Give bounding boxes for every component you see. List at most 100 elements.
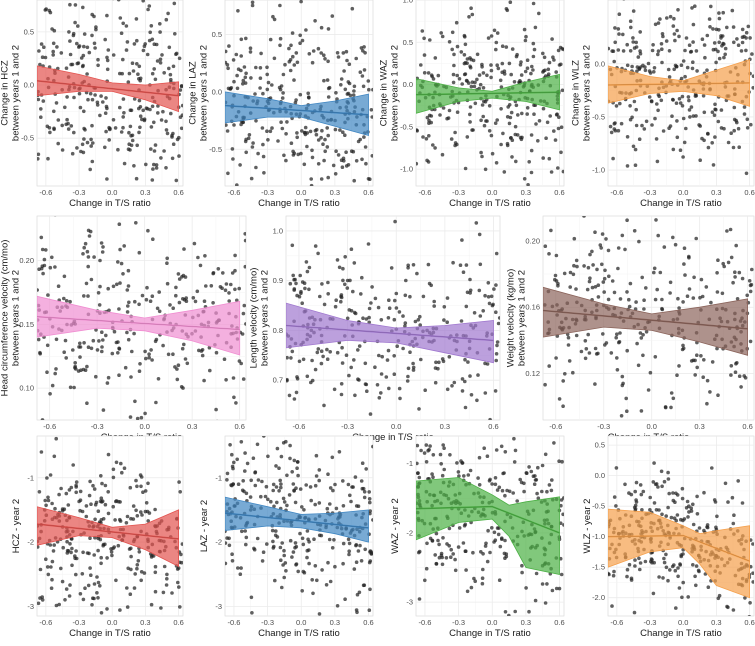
- data-point: [633, 489, 637, 494]
- data-point: [233, 287, 237, 292]
- data-point: [96, 63, 100, 68]
- data-point: [156, 104, 160, 108]
- data-point: [318, 294, 322, 299]
- data-point: [748, 283, 753, 288]
- data-point: [354, 159, 359, 163]
- data-point: [241, 479, 245, 483]
- data-point: [326, 59, 330, 64]
- data-point: [272, 504, 276, 509]
- data-point: [283, 561, 288, 565]
- y-tick-label: 0.20: [19, 256, 34, 265]
- confidence-band: [37, 295, 241, 356]
- data-point: [726, 500, 730, 504]
- data-point: [424, 443, 429, 447]
- data-point: [505, 488, 509, 493]
- plot-content: [416, 436, 564, 616]
- data-point: [477, 73, 482, 77]
- data-point: [680, 486, 685, 491]
- panel-wlz-year2: -0.6 -0.3 0.0 0.3 0.6-2.0-1.5-1.0-0.50.00.5C…: [582, 435, 755, 639]
- data-point: [50, 383, 55, 388]
- data-point: [298, 273, 303, 278]
- data-point: [739, 385, 743, 389]
- data-point: [127, 547, 132, 551]
- data-point: [525, 58, 530, 62]
- data-point: [114, 578, 118, 583]
- data-point: [358, 70, 363, 74]
- data-point: [557, 397, 562, 401]
- data-point: [300, 301, 305, 306]
- data-point: [470, 128, 474, 132]
- data-point: [81, 597, 86, 602]
- data-point: [728, 227, 733, 232]
- data-point: [334, 149, 338, 153]
- data-point: [677, 306, 681, 310]
- data-point: [667, 126, 671, 130]
- data-point: [406, 366, 411, 371]
- data-point: [86, 345, 91, 350]
- data-point: [717, 11, 721, 15]
- data-point: [505, 143, 510, 148]
- data-point: [144, 106, 149, 110]
- data-point: [238, 572, 243, 576]
- data-point: [54, 101, 59, 105]
- data-point: [258, 86, 262, 90]
- data-point: [227, 536, 231, 541]
- data-point: [627, 297, 631, 302]
- data-point: [425, 115, 430, 120]
- data-point: [657, 508, 661, 512]
- data-point: [417, 597, 422, 601]
- data-point: [352, 261, 357, 265]
- data-point: [636, 55, 641, 59]
- data-point: [525, 66, 530, 70]
- data-point: [317, 501, 322, 505]
- data-point: [554, 70, 558, 74]
- data-point: [687, 504, 691, 509]
- data-point: [333, 172, 338, 176]
- data-point: [643, 559, 648, 564]
- data-point: [522, 27, 527, 32]
- data-point: [96, 548, 100, 553]
- data-point: [533, 25, 538, 30]
- data-point: [493, 121, 498, 125]
- data-point: [256, 151, 260, 156]
- data-point: [393, 298, 397, 303]
- data-point: [416, 161, 419, 166]
- data-point: [46, 293, 50, 297]
- data-point: [362, 583, 367, 587]
- data-point: [476, 373, 480, 377]
- data-point: [346, 163, 351, 167]
- data-point: [125, 514, 130, 519]
- data-point: [359, 479, 364, 483]
- data-point: [489, 68, 494, 73]
- data-point: [411, 361, 415, 366]
- y-tick-label: 0.5: [595, 441, 605, 450]
- data-point: [708, 25, 712, 29]
- data-point: [529, 170, 534, 175]
- data-point: [244, 322, 246, 326]
- data-point: [37, 157, 40, 161]
- data-point: [340, 165, 345, 169]
- data-point: [310, 155, 315, 160]
- data-point: [675, 373, 679, 378]
- data-point: [717, 40, 721, 45]
- data-point: [40, 247, 45, 252]
- data-point: [598, 243, 603, 247]
- data-point: [235, 73, 239, 78]
- x-tick-label: -0.6: [610, 618, 623, 627]
- data-point: [235, 298, 239, 303]
- fit-line-shade: [608, 535, 750, 562]
- data-point: [76, 427, 80, 431]
- data-point: [261, 142, 265, 147]
- fit-line: [608, 534, 750, 562]
- data-point: [328, 350, 333, 354]
- data-point: [411, 365, 416, 370]
- data-point: [345, 316, 350, 321]
- data-point: [721, 10, 725, 15]
- data-point: [562, 271, 567, 276]
- data-point: [468, 56, 472, 60]
- data-point: [140, 293, 145, 298]
- data-point: [295, 460, 300, 464]
- data-point: [153, 77, 158, 82]
- data-point: [608, 124, 613, 129]
